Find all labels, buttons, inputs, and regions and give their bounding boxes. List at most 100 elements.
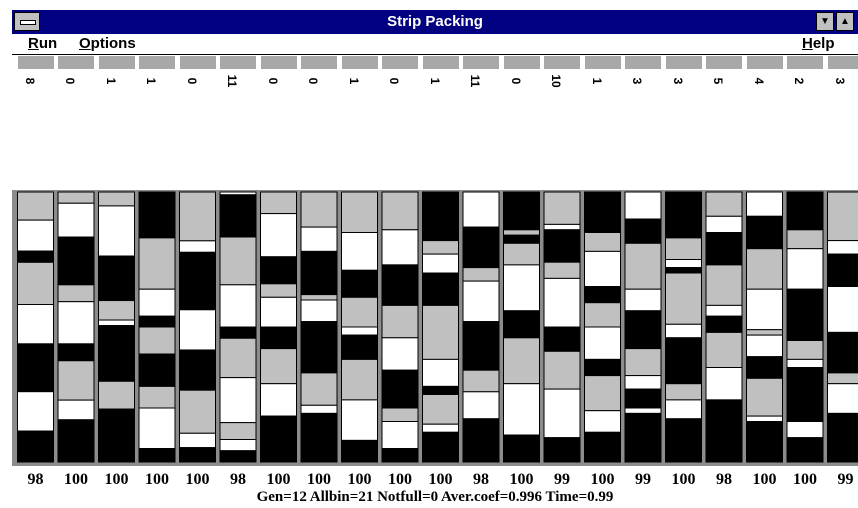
bin-header-17 bbox=[665, 56, 702, 69]
block-18-1 bbox=[705, 191, 743, 217]
bin-column-11 bbox=[422, 191, 459, 463]
bin-coef-10: 100 bbox=[388, 471, 412, 488]
bin-count-4: 1 bbox=[144, 77, 158, 85]
block-6-9 bbox=[219, 439, 257, 452]
block-7-3 bbox=[260, 256, 297, 285]
bin-column-19 bbox=[746, 191, 783, 463]
block-7-5 bbox=[260, 296, 297, 328]
minimize-arrow-icon[interactable]: ▼ bbox=[816, 12, 834, 31]
block-19-6 bbox=[746, 334, 783, 358]
block-21-4 bbox=[827, 286, 858, 333]
bin-count-20: 2 bbox=[792, 77, 806, 85]
block-18-8 bbox=[705, 367, 743, 401]
bin-fill-coefficients: 98 100 100 100 100 98 100 100 100 100 100 98 100 99 10… bbox=[12, 471, 858, 489]
block-15-4 bbox=[584, 286, 621, 304]
block-15-5 bbox=[584, 302, 621, 328]
bin-header-11 bbox=[422, 56, 459, 69]
block-21-6 bbox=[827, 372, 858, 385]
bin-count-14: 10 bbox=[549, 74, 563, 88]
block-2-6 bbox=[57, 343, 95, 362]
block-16-10 bbox=[624, 412, 662, 463]
block-19-10 bbox=[746, 421, 783, 463]
block-11-2 bbox=[422, 240, 459, 255]
block-7-7 bbox=[260, 348, 297, 385]
bin-coef-7: 100 bbox=[266, 471, 291, 488]
bin-count-18: 5 bbox=[711, 77, 725, 85]
maximize-arrow-icon[interactable]: ▲ bbox=[836, 12, 854, 31]
block-7-1 bbox=[260, 191, 297, 215]
bin-count-21: 3 bbox=[832, 77, 847, 85]
block-10-9 bbox=[381, 448, 419, 463]
bin-count-5: 0 bbox=[184, 77, 199, 85]
block-5-7 bbox=[179, 432, 216, 449]
block-14-9 bbox=[543, 437, 581, 463]
bin-count-17: 3 bbox=[670, 77, 685, 85]
bin-header-13 bbox=[503, 56, 540, 69]
block-15-8 bbox=[584, 375, 621, 412]
block-8-4 bbox=[300, 294, 338, 301]
bin-column-12 bbox=[462, 191, 500, 463]
block-13-5 bbox=[503, 264, 540, 312]
block-7-8 bbox=[260, 383, 297, 417]
bin-coef-9: 100 bbox=[347, 471, 372, 488]
bin-column-7 bbox=[260, 191, 297, 463]
block-12-6 bbox=[462, 369, 500, 393]
title-bar[interactable]: Strip Packing ▼ ▲ bbox=[12, 10, 858, 34]
bin-count-10: 0 bbox=[387, 77, 401, 85]
bin-column-8 bbox=[300, 191, 338, 463]
menu-run[interactable]: Run bbox=[28, 35, 58, 52]
block-17-6 bbox=[665, 323, 702, 339]
bin-coef-6: 98 bbox=[230, 471, 246, 488]
block-9-7 bbox=[341, 358, 378, 401]
bin-count-1: 8 bbox=[22, 77, 37, 85]
bin-count-11: 1 bbox=[427, 77, 442, 85]
block-9-9 bbox=[341, 439, 378, 463]
system-menu-icon[interactable] bbox=[14, 12, 40, 31]
block-16-4 bbox=[624, 288, 662, 312]
block-19-3 bbox=[746, 248, 783, 290]
bin-header-5 bbox=[179, 56, 216, 69]
bin-header-7 bbox=[260, 56, 297, 69]
block-13-4 bbox=[503, 242, 540, 266]
block-10-1 bbox=[381, 191, 419, 231]
menu-options[interactable]: Options bbox=[79, 35, 136, 52]
bin-count-12: 11 bbox=[468, 74, 482, 88]
block-2-3 bbox=[57, 236, 95, 286]
bin-column-1 bbox=[17, 191, 54, 463]
bin-coef-2: 100 bbox=[64, 471, 88, 488]
block-12-4 bbox=[462, 280, 500, 323]
menu-help[interactable]: Help bbox=[802, 35, 835, 52]
block-17-10 bbox=[665, 418, 702, 463]
block-14-8 bbox=[543, 388, 581, 439]
block-17-1 bbox=[665, 191, 702, 239]
bin-column-14 bbox=[543, 191, 581, 463]
block-13-6 bbox=[503, 310, 540, 339]
block-2-1 bbox=[57, 191, 95, 204]
block-4-9 bbox=[138, 448, 176, 463]
block-4-1 bbox=[138, 191, 176, 239]
bin-header-12 bbox=[463, 56, 499, 69]
block-2-9 bbox=[57, 419, 95, 463]
bin-count-13: 0 bbox=[508, 77, 523, 85]
block-11-9 bbox=[422, 423, 459, 433]
block-17-4 bbox=[665, 267, 702, 274]
block-20-4 bbox=[786, 288, 824, 341]
block-4-2 bbox=[138, 237, 176, 290]
bin-header-6 bbox=[220, 56, 256, 69]
bin-coef-20: 100 bbox=[793, 471, 817, 488]
block-14-3 bbox=[543, 229, 581, 263]
block-16-1 bbox=[624, 191, 662, 220]
block-20-5 bbox=[786, 340, 824, 360]
bin-coef-21: 99 bbox=[837, 471, 854, 488]
block-6-6 bbox=[219, 337, 257, 379]
block-2-4 bbox=[57, 284, 95, 303]
block-14-5 bbox=[543, 277, 581, 328]
block-10-3 bbox=[381, 264, 419, 306]
block-21-5 bbox=[827, 331, 858, 374]
bin-coef-16: 99 bbox=[635, 471, 651, 488]
block-4-5 bbox=[138, 326, 176, 355]
block-12-1 bbox=[462, 191, 500, 228]
block-21-8 bbox=[827, 412, 858, 463]
block-18-4 bbox=[705, 264, 743, 306]
